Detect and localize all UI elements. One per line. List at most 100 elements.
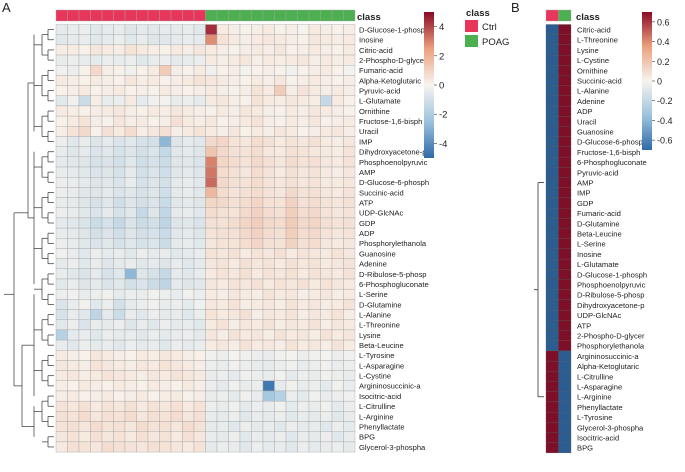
class-bar-cell	[545, 9, 559, 22]
heatmap-cell	[297, 44, 310, 56]
heatmap-cell	[182, 146, 195, 158]
heatmap-cell	[136, 34, 149, 46]
heatmap-cell	[216, 197, 229, 208]
heatmap-cell	[124, 319, 137, 331]
heatmap-cell	[147, 146, 160, 158]
heatmap-cell	[101, 75, 114, 86]
heatmap-cell	[170, 309, 183, 320]
heatmap-cell	[274, 288, 287, 300]
heatmap-cell	[159, 156, 172, 168]
heatmap-cell	[182, 268, 195, 280]
heatmap-cell	[285, 238, 298, 249]
heatmap-cell	[343, 400, 356, 412]
heatmap-cell	[136, 238, 149, 249]
heatmap-cell	[251, 248, 264, 259]
heatmap-cell	[113, 217, 126, 229]
heatmap-cell	[136, 411, 149, 422]
heatmap-cell	[205, 441, 218, 453]
heatmap-cell	[55, 44, 68, 56]
heatmap-cell	[170, 65, 183, 76]
heatmap-cell	[182, 431, 195, 443]
heatmap-cell	[320, 319, 333, 331]
heatmap-cell	[343, 268, 356, 280]
class-bar-cell	[113, 9, 126, 22]
heatmap-cell	[239, 309, 252, 320]
heatmap-cell	[216, 34, 229, 46]
heatmap-cell	[136, 248, 149, 259]
heatmap-cell	[239, 431, 252, 443]
heatmap-cell	[274, 197, 287, 208]
heatmap-cell	[558, 218, 572, 229]
heatmap-cell	[78, 227, 91, 239]
heatmap-cell	[558, 320, 572, 331]
heatmap-cell	[320, 421, 333, 432]
heatmap-cell	[193, 248, 206, 259]
heatmap-cell	[193, 421, 206, 432]
heatmap-cell	[67, 54, 80, 66]
heatmap-cell	[228, 54, 241, 66]
heatmap-cell	[343, 258, 356, 270]
heatmap-cell	[67, 146, 80, 158]
heatmap-cell	[320, 390, 333, 402]
class-bar-cell	[159, 9, 172, 22]
heatmap-cell	[274, 44, 287, 56]
heatmap-cell	[343, 248, 356, 259]
row-label: L-Serine	[577, 240, 606, 249]
heatmap-cell	[331, 54, 344, 66]
heatmap-cell	[170, 187, 183, 198]
row-label: L-Tyrosine	[359, 351, 394, 360]
heatmap-cell	[297, 95, 310, 107]
heatmap-cell	[182, 400, 195, 412]
heatmap-cell	[228, 146, 241, 158]
heatmap-cell	[136, 126, 149, 137]
heatmap-cell	[262, 319, 275, 331]
heatmap-cell	[90, 441, 103, 453]
heatmap-cell	[285, 156, 298, 168]
heatmap-cell	[55, 411, 68, 422]
heatmap-cell	[331, 400, 344, 412]
heatmap-cell	[136, 115, 149, 127]
heatmap-cell	[297, 156, 310, 168]
heatmap-cell	[558, 238, 572, 250]
heatmap-cell	[90, 95, 103, 107]
row-label: Beta-Leucine	[359, 341, 404, 350]
heatmap-cell	[193, 299, 206, 310]
heatmap-cell	[193, 105, 206, 117]
heatmap-cell	[558, 391, 572, 403]
heatmap-cell	[78, 85, 91, 96]
heatmap-cell	[101, 441, 114, 453]
heatmap-cell	[193, 146, 206, 158]
heatmap-cell	[170, 350, 183, 361]
heatmap-cell	[159, 319, 172, 331]
heatmap-cell	[55, 258, 68, 270]
heatmap-cell	[262, 268, 275, 280]
heatmap-cell	[205, 390, 218, 402]
heatmap-cell	[159, 24, 172, 35]
heatmap-cell	[274, 115, 287, 127]
heatmap-cell	[262, 411, 275, 422]
row-label: Ornithine	[577, 66, 608, 75]
heatmap-cell	[136, 421, 149, 432]
heatmap-cell	[193, 329, 206, 341]
heatmap-cell	[216, 115, 229, 127]
heatmap-cell	[308, 115, 321, 127]
class-bar-cell	[343, 9, 356, 22]
heatmap-cell	[285, 431, 298, 443]
heatmap-cell	[170, 197, 183, 208]
heatmap-cell	[67, 105, 80, 117]
heatmap-cell	[228, 136, 241, 147]
heatmap-cell	[159, 217, 172, 229]
heatmap-cell	[90, 187, 103, 198]
class-bar-cell	[239, 9, 252, 22]
heatmap-cell	[205, 350, 218, 361]
heatmap-cell	[228, 339, 241, 351]
row-label: Phenyllactate	[359, 422, 405, 431]
heatmap-cell	[239, 400, 252, 412]
heatmap-cell	[193, 360, 206, 371]
heatmap-cell	[251, 238, 264, 249]
heatmap-cell	[297, 34, 310, 46]
heatmap-cell	[285, 176, 298, 188]
heatmap-cell	[558, 65, 572, 76]
heatmap-cell	[170, 105, 183, 117]
heatmap-cell	[343, 156, 356, 168]
